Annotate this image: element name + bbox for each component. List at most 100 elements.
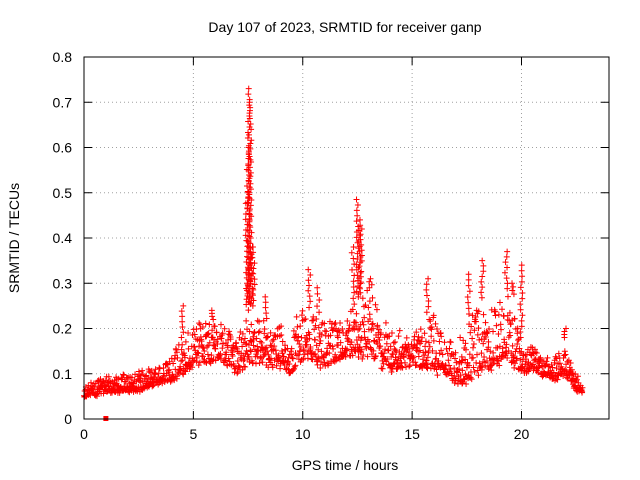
data-point (350, 278, 357, 285)
data-point (475, 325, 482, 332)
data-point (453, 359, 460, 366)
data-point (369, 294, 376, 301)
data-point (519, 289, 526, 296)
data-point (318, 331, 325, 338)
data-point (195, 350, 202, 357)
data-point (562, 325, 569, 332)
data-point (223, 340, 230, 347)
data-point (246, 164, 253, 171)
data-point (480, 311, 487, 318)
data-point (105, 373, 112, 380)
points-layer (81, 85, 586, 421)
data-point (421, 330, 428, 337)
data-point (252, 360, 259, 367)
data-point (170, 360, 177, 367)
data-point (245, 307, 252, 314)
data-point (358, 247, 365, 254)
data-point (247, 280, 254, 287)
data-point (357, 273, 364, 280)
data-point (334, 334, 341, 341)
data-point (470, 344, 477, 351)
data-point (242, 211, 249, 218)
data-point (518, 323, 525, 330)
data-point (495, 330, 502, 337)
data-point (512, 348, 519, 355)
data-point (250, 333, 257, 340)
data-point (367, 275, 374, 282)
data-point (427, 324, 434, 331)
data-point (164, 361, 171, 368)
data-point (248, 158, 255, 165)
data-point (372, 301, 379, 308)
data-point (267, 342, 274, 349)
ticks-layer: 0 0.1 0.2 0.3 0.4 0.5 0.6 0.7 0.8 0 5 10 15 20 (53, 49, 609, 442)
data-point (517, 328, 524, 335)
data-point (100, 390, 107, 397)
data-point (353, 207, 360, 214)
data-point (156, 365, 163, 372)
data-point (357, 231, 364, 238)
data-point (321, 327, 328, 334)
data-point (436, 350, 443, 357)
data-point (311, 326, 318, 333)
data-point (435, 357, 442, 364)
data-point (438, 347, 445, 354)
data-point (246, 207, 253, 214)
data-point (174, 372, 181, 379)
data-point (344, 338, 351, 345)
data-point (129, 380, 136, 387)
data-point (247, 347, 254, 354)
data-point (229, 352, 236, 359)
data-point (313, 342, 320, 349)
data-point (562, 366, 569, 373)
data-point (196, 359, 203, 366)
data-point (314, 303, 321, 310)
data-point (542, 362, 549, 369)
data-point (206, 339, 213, 346)
data-point (519, 273, 526, 280)
data-point (357, 236, 364, 243)
data-point (264, 348, 271, 355)
data-point (370, 347, 377, 354)
y-tick-label: 0.8 (53, 49, 73, 65)
data-point (254, 343, 261, 350)
data-point (480, 268, 487, 275)
data-point (179, 357, 186, 364)
data-point (321, 359, 328, 366)
x-tick-label: 20 (514, 426, 530, 442)
data-point (308, 355, 315, 362)
data-point (380, 360, 387, 367)
data-point (290, 327, 297, 334)
data-point (243, 182, 250, 189)
data-point (254, 353, 261, 360)
data-point (194, 349, 201, 356)
data-point (326, 350, 333, 357)
data-point (278, 332, 285, 339)
data-point (465, 271, 472, 278)
data-point (248, 275, 255, 282)
data-point (447, 366, 454, 373)
data-point (496, 299, 503, 306)
data-point (517, 306, 524, 313)
data-point (271, 343, 278, 350)
data-point (527, 344, 534, 351)
data-point (353, 234, 360, 241)
data-point (504, 293, 511, 300)
data-point (497, 321, 504, 328)
data-point (250, 336, 257, 343)
data-point (356, 325, 363, 332)
data-point (507, 332, 514, 339)
data-point (379, 365, 386, 372)
data-point (178, 358, 185, 365)
data-point (498, 306, 505, 313)
data-point (503, 253, 510, 260)
data-point (504, 354, 511, 361)
data-point (245, 266, 252, 273)
data-point (406, 349, 413, 356)
data-point (353, 218, 360, 225)
data-point (452, 349, 459, 356)
data-point (200, 358, 207, 365)
data-point (568, 366, 575, 373)
data-point (267, 329, 274, 336)
data-point (344, 317, 351, 324)
